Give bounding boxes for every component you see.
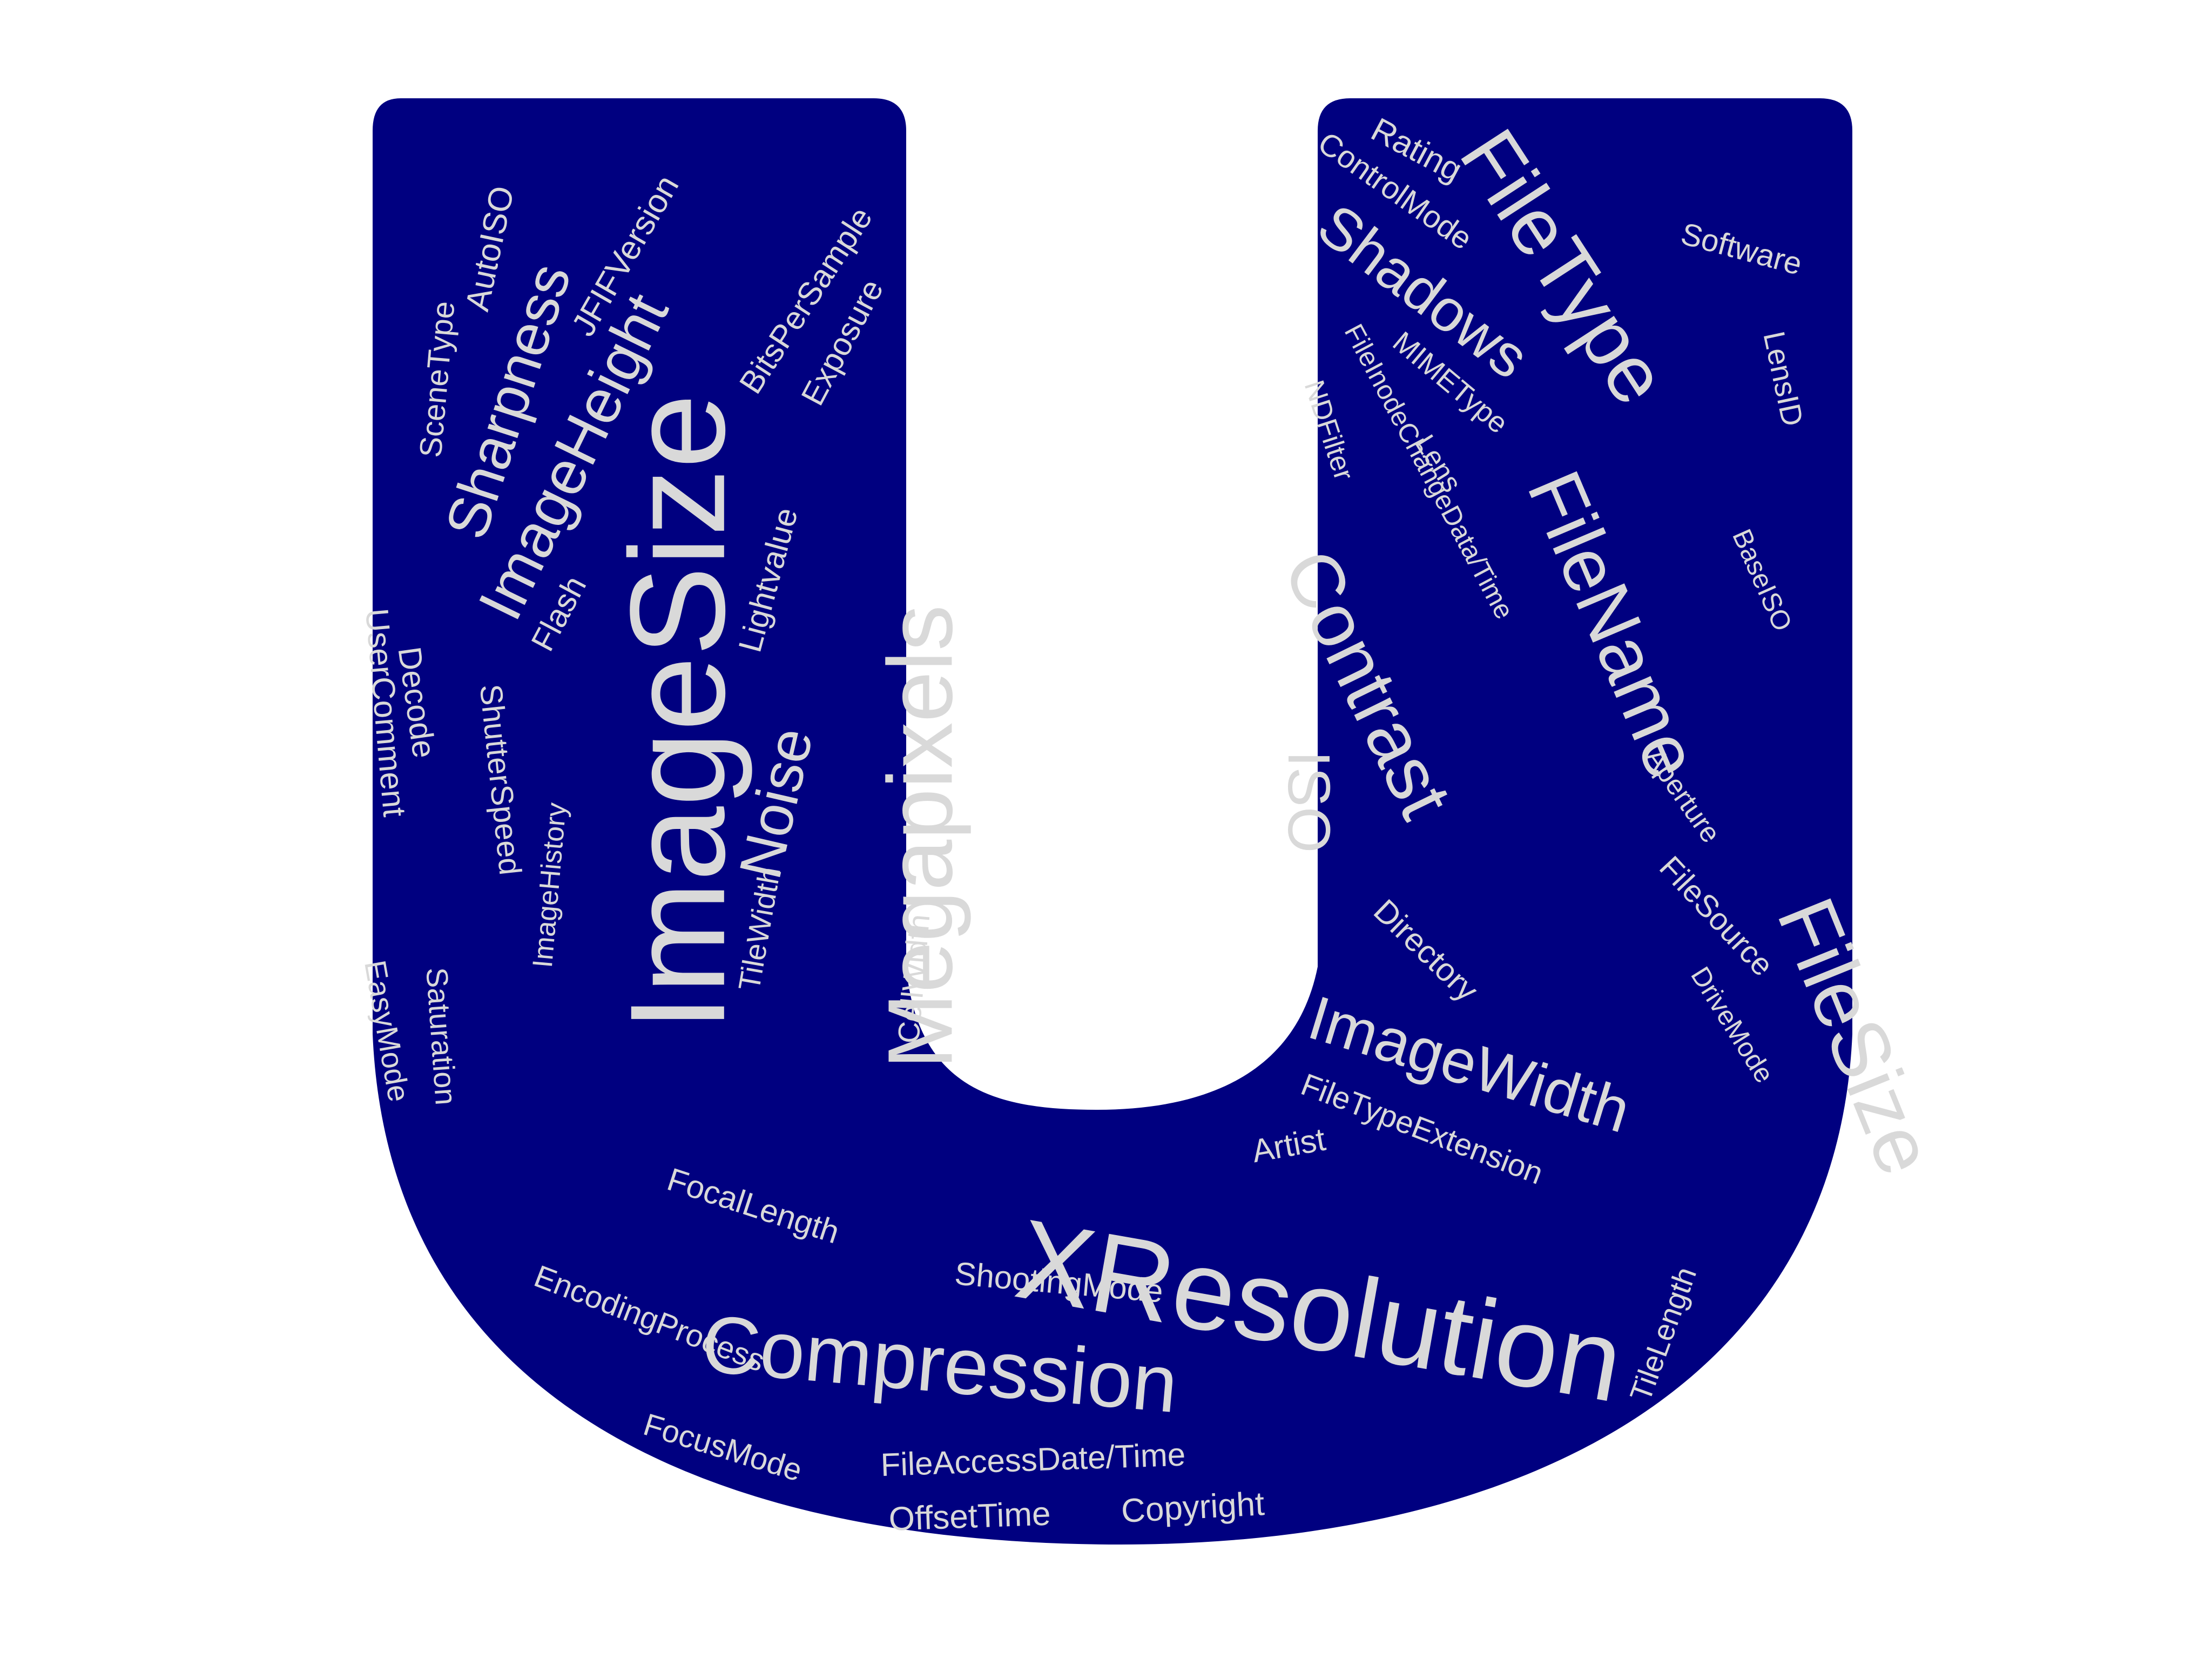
word-copyright: Copyright <box>1120 1485 1265 1530</box>
u-shape <box>373 98 1852 1545</box>
word-iso: ISO <box>1276 751 1342 853</box>
word-megapixels: Megapixels <box>869 605 972 1069</box>
word-offsettime: OffsetTime <box>888 1495 1051 1538</box>
word-imagesize: ImageSize <box>602 394 753 1031</box>
